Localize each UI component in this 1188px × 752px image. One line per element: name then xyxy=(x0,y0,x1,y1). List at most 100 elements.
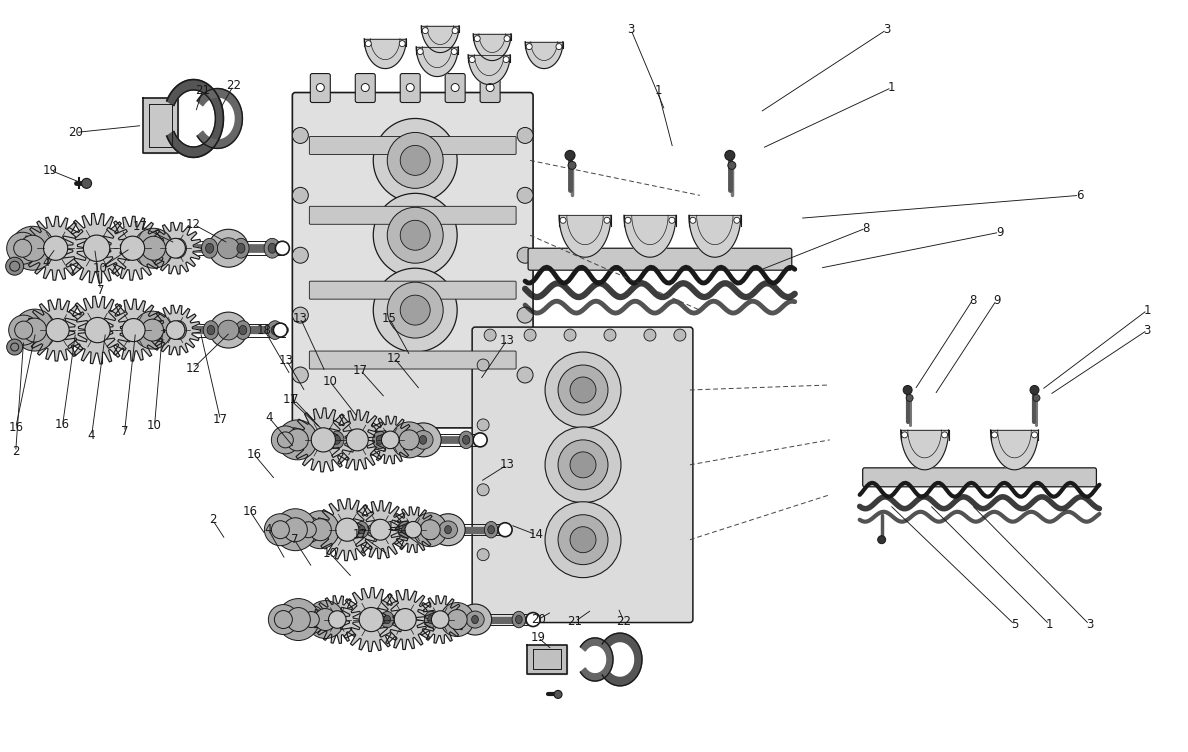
Polygon shape xyxy=(365,38,406,68)
FancyBboxPatch shape xyxy=(529,248,791,270)
Ellipse shape xyxy=(207,326,215,335)
Text: 12: 12 xyxy=(387,351,402,365)
Text: 2: 2 xyxy=(12,445,19,459)
Ellipse shape xyxy=(398,521,411,538)
Polygon shape xyxy=(366,416,415,464)
FancyBboxPatch shape xyxy=(472,327,693,623)
Circle shape xyxy=(292,127,309,144)
Ellipse shape xyxy=(377,435,384,444)
Circle shape xyxy=(441,602,474,636)
Circle shape xyxy=(545,352,621,428)
Polygon shape xyxy=(352,501,409,559)
Circle shape xyxy=(422,28,429,34)
Circle shape xyxy=(399,430,419,450)
Circle shape xyxy=(265,514,296,546)
Text: 3: 3 xyxy=(1086,618,1093,631)
Circle shape xyxy=(674,329,685,341)
Ellipse shape xyxy=(233,238,249,258)
Circle shape xyxy=(417,49,423,55)
Ellipse shape xyxy=(355,521,368,538)
Text: 18: 18 xyxy=(257,323,272,337)
Circle shape xyxy=(8,315,39,345)
Circle shape xyxy=(274,509,316,550)
Ellipse shape xyxy=(380,611,394,628)
Polygon shape xyxy=(143,98,178,153)
FancyBboxPatch shape xyxy=(355,74,375,102)
Polygon shape xyxy=(602,633,642,686)
Text: 1: 1 xyxy=(1144,304,1151,317)
Circle shape xyxy=(302,511,340,549)
Circle shape xyxy=(447,610,467,629)
Polygon shape xyxy=(102,299,164,361)
Circle shape xyxy=(517,367,533,383)
Circle shape xyxy=(122,319,145,341)
Text: 3: 3 xyxy=(627,23,634,36)
Circle shape xyxy=(478,484,489,496)
Circle shape xyxy=(133,229,173,268)
Ellipse shape xyxy=(462,435,469,444)
Ellipse shape xyxy=(206,244,214,253)
Polygon shape xyxy=(624,215,676,257)
Text: 4: 4 xyxy=(42,256,50,268)
Text: 9: 9 xyxy=(993,293,1000,307)
Text: 10: 10 xyxy=(93,262,108,274)
Ellipse shape xyxy=(268,244,277,253)
Circle shape xyxy=(453,28,459,34)
Circle shape xyxy=(292,187,309,203)
Circle shape xyxy=(728,162,735,169)
Ellipse shape xyxy=(203,321,219,339)
Circle shape xyxy=(565,150,575,160)
Ellipse shape xyxy=(416,431,430,449)
Ellipse shape xyxy=(235,321,251,339)
Text: 16: 16 xyxy=(247,448,261,462)
Text: 8: 8 xyxy=(969,293,977,307)
Ellipse shape xyxy=(329,431,345,449)
Text: 15: 15 xyxy=(381,311,397,325)
Circle shape xyxy=(20,235,45,261)
FancyBboxPatch shape xyxy=(310,74,330,102)
Ellipse shape xyxy=(488,526,494,534)
Circle shape xyxy=(604,217,609,223)
Polygon shape xyxy=(375,590,435,650)
FancyBboxPatch shape xyxy=(309,136,516,154)
Circle shape xyxy=(316,83,324,92)
Circle shape xyxy=(387,282,443,338)
Circle shape xyxy=(277,599,320,641)
Circle shape xyxy=(421,520,441,540)
Ellipse shape xyxy=(267,321,283,339)
Ellipse shape xyxy=(512,611,525,628)
Circle shape xyxy=(165,238,185,258)
Ellipse shape xyxy=(359,526,365,534)
Circle shape xyxy=(286,429,309,451)
Text: 17: 17 xyxy=(213,414,228,426)
Circle shape xyxy=(361,83,369,92)
Text: 10: 10 xyxy=(323,375,337,389)
Circle shape xyxy=(406,83,415,92)
Polygon shape xyxy=(150,223,202,274)
Circle shape xyxy=(1030,386,1040,395)
Circle shape xyxy=(558,514,608,565)
Circle shape xyxy=(554,690,562,699)
Text: 22: 22 xyxy=(617,615,632,628)
Text: 12: 12 xyxy=(187,362,201,374)
Polygon shape xyxy=(314,596,361,644)
Circle shape xyxy=(307,601,345,638)
Text: 11: 11 xyxy=(283,393,298,406)
Circle shape xyxy=(399,41,405,47)
Circle shape xyxy=(271,426,299,454)
Ellipse shape xyxy=(431,514,466,546)
Circle shape xyxy=(292,247,309,263)
Text: 20: 20 xyxy=(68,126,83,139)
Text: 17: 17 xyxy=(353,363,368,377)
Circle shape xyxy=(11,226,55,270)
Text: 19: 19 xyxy=(531,631,545,644)
Text: 7: 7 xyxy=(121,426,128,438)
Circle shape xyxy=(1034,395,1040,402)
Circle shape xyxy=(526,44,532,50)
Circle shape xyxy=(474,35,480,41)
Circle shape xyxy=(336,518,359,541)
Circle shape xyxy=(469,56,475,62)
Circle shape xyxy=(82,178,91,188)
Circle shape xyxy=(315,608,336,630)
Text: 20: 20 xyxy=(531,613,545,626)
